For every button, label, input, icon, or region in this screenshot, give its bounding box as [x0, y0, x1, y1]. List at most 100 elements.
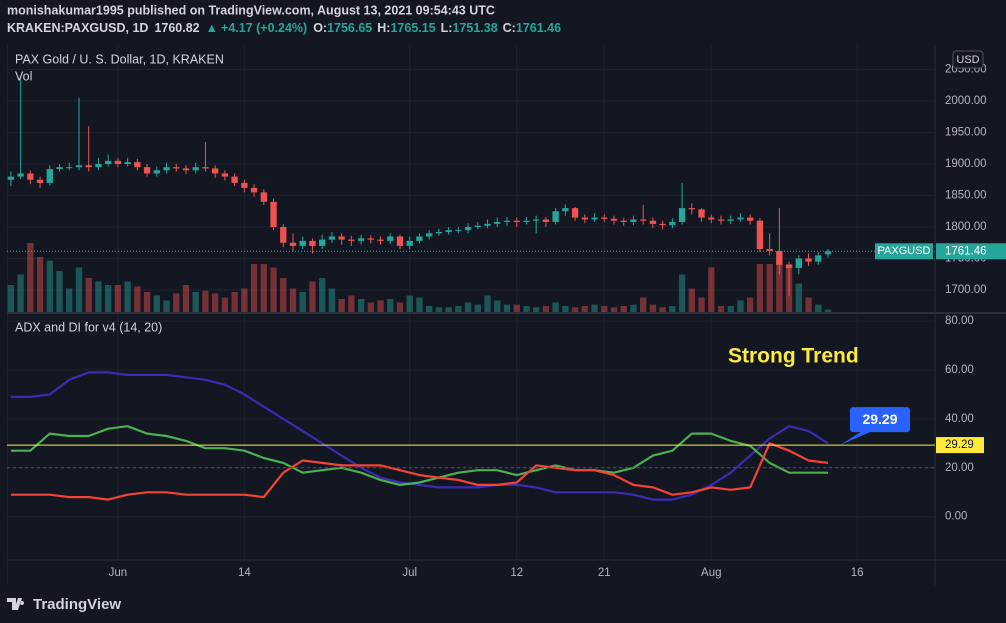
- volume-bar: [46, 260, 53, 313]
- candle-body: [377, 239, 384, 241]
- candle-body: [640, 219, 647, 221]
- candle-body: [426, 233, 433, 237]
- footer-logo[interactable]: TradingView: [7, 596, 121, 613]
- currency-box[interactable]: [952, 50, 984, 69]
- volume-bar: [698, 297, 705, 313]
- volume-bar: [406, 295, 413, 313]
- candle-body: [591, 217, 598, 220]
- axes: Jun 14 Jul 12 21 Aug 162050.002000.001950.0019…: [7, 64, 1006, 579]
- candle-body: [455, 230, 462, 232]
- volume-bar: [601, 306, 608, 313]
- candle-body: [85, 165, 92, 168]
- volume-bar: [75, 267, 83, 313]
- volume-bar: [630, 304, 637, 313]
- volume-bar: [66, 288, 73, 313]
- candle-layer: [7, 75, 832, 297]
- candle-body: [708, 217, 715, 220]
- candle-body: [727, 219, 734, 221]
- volume-bar: [766, 264, 773, 313]
- last-price: 1760.82: [154, 21, 199, 35]
- candle-body: [533, 219, 540, 221]
- candle-body: [737, 217, 744, 220]
- candle-body: [367, 238, 374, 240]
- volume-bar: [95, 281, 102, 313]
- candle-body: [241, 182, 248, 188]
- y-tick-label: 1850.00: [945, 190, 987, 202]
- o-value: 1756.65: [327, 21, 372, 35]
- threshold-label: 29.29: [945, 439, 974, 451]
- volume-bar: [737, 300, 744, 313]
- volume-bar: [824, 309, 832, 313]
- candle-body: [571, 208, 579, 218]
- volume-bar: [328, 288, 336, 313]
- candle-body: [649, 220, 657, 224]
- candle-body: [445, 230, 452, 233]
- candle-body: [289, 242, 297, 246]
- l-value: 1751.38: [452, 21, 497, 35]
- volume-bar: [280, 278, 287, 313]
- candle-body: [717, 219, 725, 221]
- candle-body: [250, 187, 258, 193]
- candle-body: [824, 251, 832, 255]
- indicator-line: [10, 442, 829, 501]
- volume-bar: [756, 264, 764, 313]
- currency[interactable]: USD: [956, 54, 979, 66]
- volume-label: Vol: [15, 69, 32, 83]
- candle-body: [435, 232, 443, 234]
- candle-body: [747, 217, 754, 221]
- volume-bar: [114, 285, 122, 313]
- volume-bar: [124, 281, 131, 313]
- callout-pointer: [839, 431, 872, 446]
- volume-bar: [134, 286, 141, 313]
- candle-body: [581, 217, 588, 220]
- candle-body: [153, 170, 160, 174]
- volume-bar: [562, 306, 569, 313]
- c-label: C:: [503, 21, 516, 35]
- volume-layer: [7, 243, 832, 313]
- logo-icon[interactable]: [7, 598, 25, 610]
- candle-body: [396, 236, 404, 246]
- volume-bar: [678, 274, 686, 313]
- candle-body: [406, 240, 413, 246]
- candle-body: [620, 220, 627, 222]
- candle-body: [659, 223, 666, 226]
- candle-body: [163, 167, 170, 171]
- brand[interactable]: TradingView: [33, 596, 121, 613]
- candle-body: [114, 160, 122, 165]
- volume-bar: [805, 297, 812, 313]
- volume-bar: [552, 302, 559, 313]
- volume-bar: [640, 297, 647, 313]
- publisher: monishakumar1995 published on TradingVie…: [7, 3, 495, 17]
- candle-body: [328, 236, 336, 240]
- volume-bar: [435, 307, 443, 313]
- volume-bar: [153, 295, 160, 313]
- symbol-line: KRAKEN:PAXGUSD, 1D 1760.82 ▲ +4.17 (+0.24%)…: [7, 21, 561, 35]
- volume-bar: [659, 307, 666, 313]
- x-tick-label: Jun: [109, 567, 128, 579]
- x-tick-label: 21: [598, 567, 611, 579]
- price-badge: [936, 243, 1006, 260]
- volume-bar: [669, 306, 676, 313]
- candle-body: [766, 249, 773, 251]
- volume-bar: [503, 304, 511, 313]
- candle-body: [280, 227, 287, 243]
- candle-body: [562, 208, 569, 212]
- volume-bar: [338, 299, 345, 313]
- volume-bar: [533, 307, 540, 313]
- candle-body: [309, 240, 316, 246]
- volume-bar: [455, 306, 462, 313]
- candle-body: [503, 220, 511, 222]
- volume-bar: [610, 307, 618, 313]
- volume-bar: [815, 304, 822, 313]
- volume-bar: [105, 285, 112, 313]
- candle-body: [678, 208, 686, 222]
- volume-bar: [464, 302, 472, 313]
- candle-body: [552, 211, 559, 222]
- candle-body: [785, 264, 793, 268]
- candle-body: [601, 217, 608, 219]
- candle-body: [542, 219, 550, 222]
- candle-body: [795, 258, 802, 268]
- x-tick-label: Aug: [701, 567, 721, 579]
